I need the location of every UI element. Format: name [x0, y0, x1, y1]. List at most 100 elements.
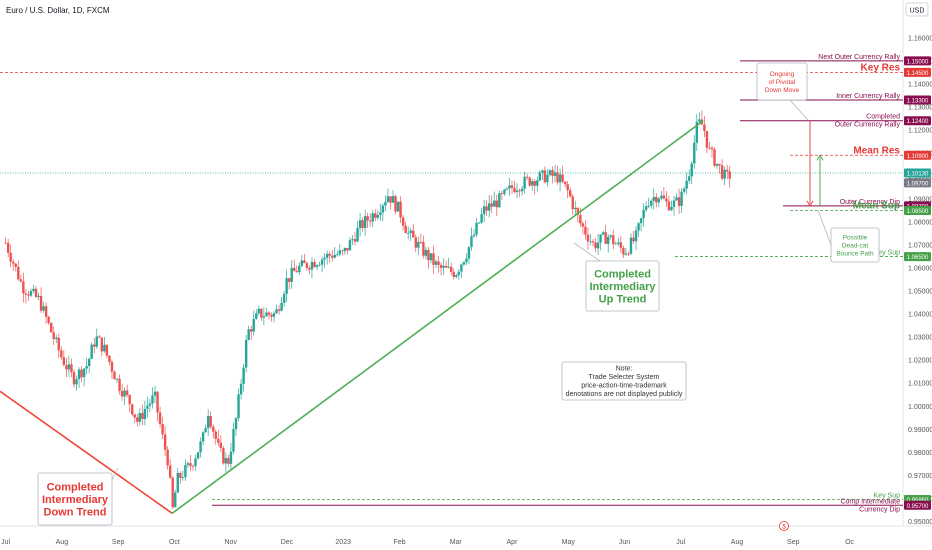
- price-badge-label: 1.13300: [907, 98, 929, 104]
- candle-body: [647, 205, 650, 207]
- y-tick-label: 1.14000: [908, 81, 932, 88]
- candle-body: [131, 404, 134, 415]
- x-tick-label: Nov: [224, 539, 237, 546]
- price-badge: [904, 178, 931, 188]
- annotation-box[interactable]: [37, 472, 113, 526]
- candle-body: [622, 247, 625, 255]
- candle-body: [290, 267, 293, 282]
- candle-body: [348, 240, 352, 251]
- annotation-pointer: [789, 99, 809, 121]
- candle-body: [336, 254, 339, 256]
- candle-body: [62, 357, 66, 366]
- candle-body: [480, 214, 483, 223]
- price-badge: [904, 500, 931, 510]
- candle-body: [414, 237, 417, 248]
- candle-body: [389, 196, 392, 203]
- candle-body: [343, 247, 347, 252]
- candle-body: [6, 242, 10, 253]
- annotation-box[interactable]: [585, 260, 660, 312]
- candle-body: [566, 184, 569, 191]
- candle-body: [341, 250, 344, 252]
- candle-body: [320, 259, 324, 265]
- candle-body: [29, 291, 33, 296]
- candle-body: [376, 214, 379, 218]
- candle-body: [260, 308, 263, 318]
- candle-body: [404, 225, 407, 234]
- candle-body: [95, 336, 98, 347]
- y-tick-label: 1.06000: [908, 266, 932, 273]
- candle-body: [366, 216, 369, 221]
- candle-body: [176, 472, 179, 493]
- candle-body: [151, 395, 154, 404]
- annotation-text: Possible Dead-cat Bounce Path: [836, 234, 874, 257]
- annotation-box[interactable]: [756, 62, 808, 101]
- candle-body: [715, 163, 719, 166]
- candle-body: [108, 355, 111, 362]
- candle-body: [384, 202, 387, 206]
- candle-body: [80, 369, 83, 378]
- candle-body: [546, 174, 549, 183]
- x-tick-label: 2023: [335, 539, 351, 546]
- price-level-label: Next Outer Currency Rally: [818, 54, 900, 61]
- y-tick-label: 1.12000: [908, 127, 932, 134]
- price-badge-label: 1.06500: [907, 255, 929, 261]
- candle-body: [141, 413, 144, 420]
- candle-body: [148, 403, 152, 406]
- candle-body: [55, 337, 58, 340]
- candle-body: [361, 220, 364, 228]
- currency-badge[interactable]: USD: [905, 2, 929, 17]
- candle-body: [313, 262, 316, 268]
- candle-body: [495, 200, 498, 208]
- y-tick-label: 1.01000: [908, 381, 932, 388]
- candle-body: [310, 262, 314, 270]
- candle-body: [138, 413, 142, 422]
- candle-body: [295, 271, 298, 273]
- dividend-event-icon[interactable]: [779, 521, 789, 531]
- candle-body: [166, 449, 169, 466]
- candle-body: [584, 226, 587, 235]
- candle-body: [244, 339, 248, 368]
- y-tick-label: 1.13000: [908, 104, 932, 111]
- annotation-text: Ongoing of Pivotal Down Move: [765, 71, 800, 94]
- candle-body: [500, 193, 504, 195]
- candle-body: [462, 262, 466, 265]
- candle-body: [153, 391, 157, 396]
- candle-body: [487, 203, 491, 211]
- price-badge: [904, 150, 931, 160]
- candle-body: [432, 253, 435, 265]
- candle-body: [571, 196, 574, 210]
- candle-body: [457, 271, 461, 276]
- price-badge-label: 1.14500: [907, 71, 929, 77]
- x-tick-label: Dec: [281, 539, 294, 546]
- candle-body: [338, 250, 342, 255]
- price-badge: [904, 116, 931, 126]
- candle-body: [695, 121, 699, 143]
- candle-body: [531, 181, 534, 186]
- candle-body: [558, 174, 562, 183]
- annotation-box[interactable]: [561, 361, 687, 401]
- x-tick-label: Sep: [787, 539, 800, 546]
- candle-body: [655, 196, 658, 203]
- candle-body: [639, 218, 643, 224]
- projection-up-arrowhead: [816, 154, 824, 161]
- x-tick-label: Oct: [169, 539, 180, 546]
- candle-body: [586, 234, 590, 242]
- candle-body: [270, 314, 273, 317]
- candle-body: [533, 181, 536, 186]
- candle-body: [477, 222, 481, 224]
- candle-body: [227, 458, 230, 464]
- up-trend-line[interactable]: [171, 120, 704, 514]
- candle-body: [465, 258, 468, 263]
- candle-body: [184, 464, 187, 478]
- candle-body: [328, 253, 331, 256]
- candle-body: [637, 223, 640, 231]
- candle-body: [82, 368, 86, 378]
- down-trend-line[interactable]: [0, 390, 173, 514]
- candle-body: [353, 239, 357, 242]
- candle-body: [660, 195, 663, 199]
- candle-body: [4, 242, 7, 244]
- candle-body: [508, 185, 511, 189]
- candle-body: [728, 171, 731, 179]
